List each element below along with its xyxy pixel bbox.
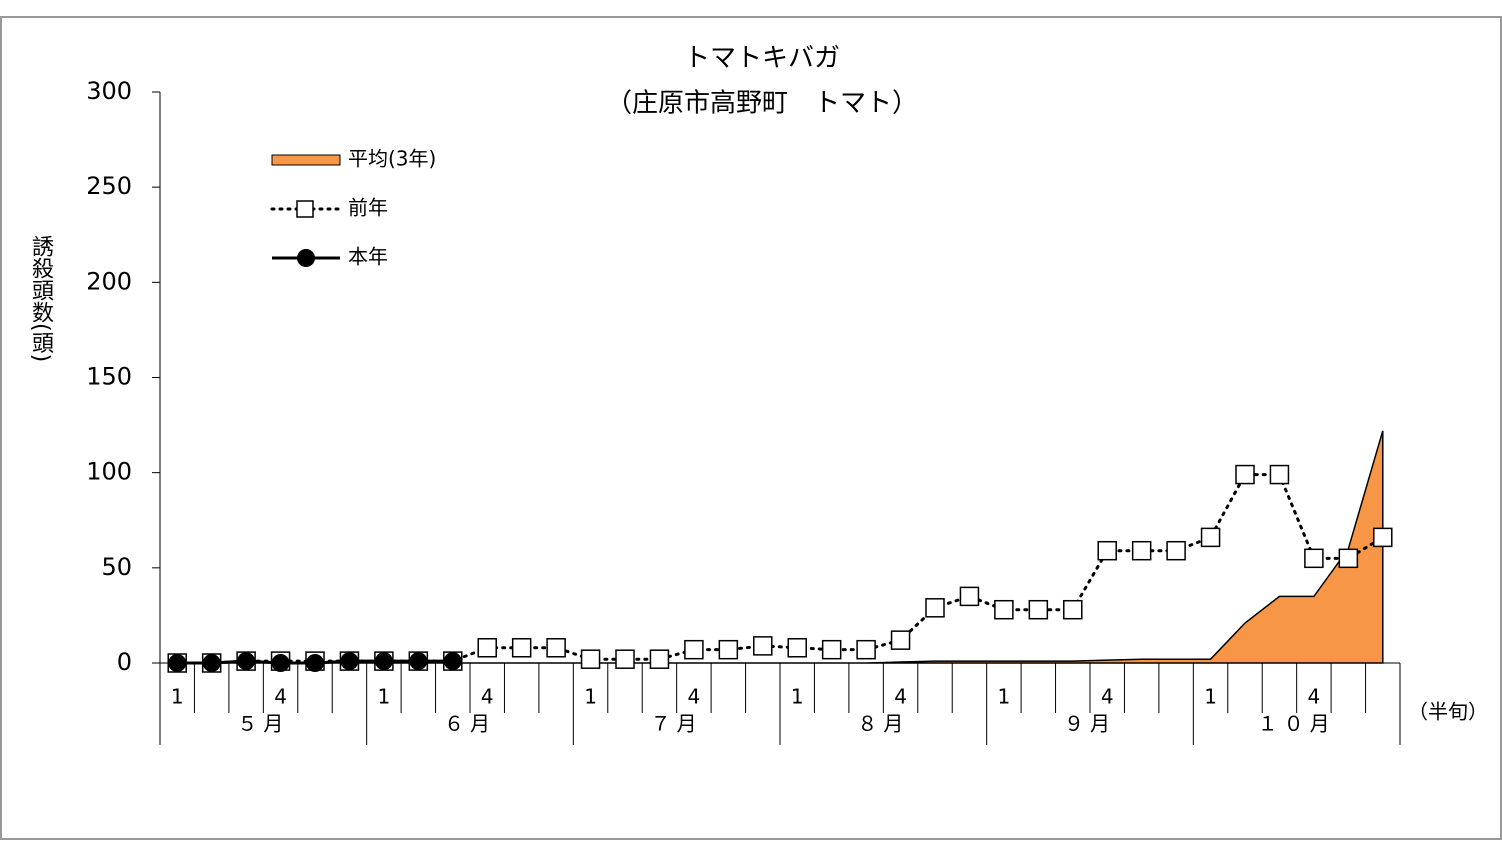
chart-border [0, 16, 1502, 840]
x-axis-unit: （半旬） [1408, 700, 1488, 724]
marker [718, 639, 739, 660]
marker [787, 638, 807, 658]
marker [821, 639, 842, 660]
x-tick-label: 1 [171, 685, 184, 709]
x-tick-label: 4 [894, 685, 907, 709]
marker [237, 652, 256, 671]
marker [477, 638, 497, 658]
marker [1131, 540, 1152, 561]
marker [374, 652, 393, 671]
legend-swatch [297, 249, 315, 267]
x-tick-label: 4 [1101, 685, 1114, 709]
marker [890, 630, 911, 650]
marker [684, 639, 704, 660]
y-tick-label: 150 [86, 363, 132, 391]
x-tick-label: 1 [791, 685, 804, 709]
legend-swatch [271, 154, 341, 166]
marker [202, 654, 221, 672]
x-group-label: １０月 [1258, 712, 1336, 736]
y-tick-label: 300 [86, 77, 132, 105]
marker [580, 649, 601, 669]
marker [1304, 548, 1324, 569]
marker [1166, 540, 1186, 561]
x-group-label: ５月 [237, 712, 289, 736]
marker [546, 638, 566, 658]
marker [856, 639, 876, 660]
marker [1338, 548, 1359, 569]
x-tick-label: 1 [378, 685, 391, 709]
y-tick-label: 250 [86, 172, 132, 200]
chart-title: トマトキバガ [684, 44, 840, 74]
y-tick-label: 100 [86, 458, 132, 486]
marker [753, 636, 773, 656]
x-tick-label: 4 [688, 685, 701, 709]
marker [168, 654, 187, 672]
y-tick-label: 50 [101, 553, 132, 581]
y-axis-title: 誘殺頭数(頭) [28, 235, 54, 362]
x-tick-label: 1 [998, 685, 1011, 709]
chart-subtitle: （庄原市高野町 トマト） [606, 89, 918, 119]
x-tick-label: 4 [274, 685, 287, 709]
y-tick-label: 0 [117, 648, 132, 676]
legend-label: 平均(3年) [348, 147, 436, 171]
marker [1235, 464, 1255, 485]
marker [1269, 464, 1290, 485]
x-group-label: ９月 [1064, 712, 1116, 736]
marker [994, 599, 1014, 620]
marker [1200, 527, 1221, 548]
marker [340, 652, 359, 671]
marker [615, 649, 635, 669]
marker [1373, 527, 1393, 548]
x-group-label: ７月 [651, 712, 703, 736]
legend-swatch [296, 200, 314, 218]
x-group-label: ６月 [444, 712, 496, 736]
x-group-label: ８月 [857, 712, 909, 736]
legend-label: 前年 [348, 196, 388, 220]
marker [1097, 540, 1117, 561]
marker [443, 652, 462, 671]
marker [649, 649, 670, 669]
marker [959, 586, 980, 607]
y-tick-label: 200 [86, 267, 132, 295]
marker [511, 638, 532, 658]
x-tick-label: 1 [1204, 685, 1217, 709]
marker [409, 652, 428, 671]
marker [306, 654, 324, 672]
marker [1028, 599, 1049, 620]
marker [1063, 599, 1083, 620]
x-tick-label: 4 [1308, 685, 1321, 709]
marker [925, 598, 945, 618]
marker [271, 654, 290, 672]
x-tick-label: 1 [584, 685, 597, 709]
x-tick-label: 4 [481, 685, 494, 709]
legend-label: 本年 [348, 245, 388, 269]
